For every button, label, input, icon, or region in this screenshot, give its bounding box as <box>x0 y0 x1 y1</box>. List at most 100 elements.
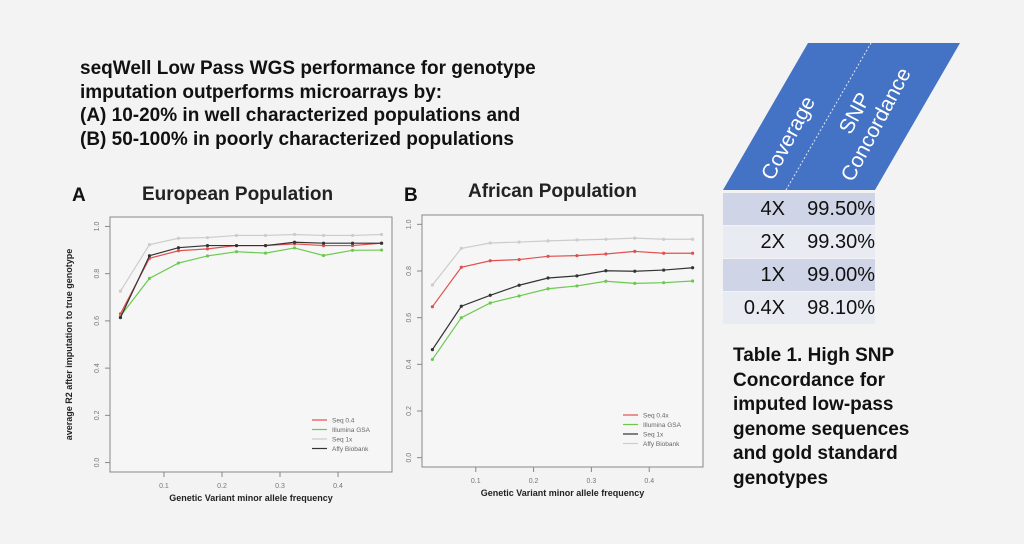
x-tick-label: 0.1 <box>471 478 481 485</box>
data-point <box>430 348 435 352</box>
data-point <box>546 287 550 291</box>
data-point <box>662 281 666 285</box>
coverage-cell: 2X <box>760 230 785 253</box>
data-point <box>321 243 326 248</box>
data-point <box>205 235 210 240</box>
data-point <box>379 248 384 252</box>
data-point <box>350 233 355 238</box>
data-point <box>575 274 579 278</box>
data-point <box>118 289 123 293</box>
legend-label: Seq 1x <box>332 437 353 444</box>
table-row: 2X 99.30% <box>723 226 875 258</box>
data-point <box>546 239 550 243</box>
data-point <box>234 250 239 254</box>
data-point <box>118 315 123 320</box>
data-point <box>292 240 297 244</box>
y-tick-label: 0.0 <box>406 453 413 463</box>
data-point <box>321 233 326 238</box>
data-point <box>379 241 384 245</box>
data-point <box>321 241 326 245</box>
data-point <box>459 246 463 250</box>
x-tick-label: 0.4 <box>644 478 654 485</box>
data-point <box>690 251 695 255</box>
table-row: 4X 99.50% <box>723 193 875 225</box>
data-point <box>604 279 608 283</box>
concordance-cell: 99.00% <box>807 263 875 286</box>
table-row: 0.4X 98.10% <box>723 292 875 324</box>
caption-line: imputed low-pass <box>733 394 894 415</box>
data-point <box>430 305 435 309</box>
y-tick-label: 0.8 <box>94 269 101 279</box>
table-header-bg <box>723 43 960 191</box>
series-line <box>119 233 382 292</box>
legend-label: Seq 1x <box>643 432 664 439</box>
y-tick-label: 0.6 <box>94 316 101 326</box>
data-point <box>517 257 521 262</box>
x-axis-label: Genetic Variant minor allele frequency <box>169 493 333 503</box>
table-caption: Table 1. High SNP Concordance for impute… <box>733 344 973 491</box>
data-point <box>517 240 521 244</box>
panel-letter-a: A <box>72 185 86 206</box>
x-tick-label: 0.1 <box>159 483 169 490</box>
concordance-cell: 99.30% <box>807 230 875 253</box>
y-tick-label: 0.2 <box>406 406 413 416</box>
data-point <box>517 294 521 298</box>
data-point <box>263 251 268 255</box>
data-point <box>633 269 637 273</box>
y-axis-label: average R2 after imputation to true geno… <box>64 249 74 441</box>
data-point <box>575 254 579 258</box>
data-point <box>575 238 579 242</box>
data-point <box>690 279 695 283</box>
data-point <box>604 252 608 256</box>
legend-label: Seq 0.4 <box>332 418 355 425</box>
data-point <box>205 254 210 258</box>
chart-b-title: African Population <box>468 181 637 202</box>
data-point <box>147 243 152 247</box>
data-point <box>690 237 695 241</box>
data-point <box>633 249 637 253</box>
x-tick-label: 0.2 <box>529 478 539 485</box>
data-point <box>430 357 435 362</box>
data-point <box>459 316 463 320</box>
legend-label: Affy Biobank <box>643 441 680 448</box>
data-point <box>292 232 297 237</box>
coverage-cell: 1X <box>760 263 785 286</box>
legend-label: Illumina GSA <box>332 427 371 434</box>
series-line <box>431 267 693 350</box>
caption-line: and gold standard <box>733 443 898 464</box>
series-line <box>431 237 693 286</box>
data-point <box>292 246 297 250</box>
y-tick-label: 0.4 <box>94 363 101 373</box>
caption-line: Table 1. High SNP <box>733 345 895 366</box>
chart-a-title: European Population <box>142 184 334 205</box>
data-point <box>633 236 637 240</box>
data-point <box>575 284 579 288</box>
headline-line: imputation outperforms microarrays by: <box>80 81 443 103</box>
data-point <box>321 253 326 258</box>
x-tick-label: 0.4 <box>333 483 343 490</box>
headline: seqWell Low Pass WGS performance for gen… <box>80 57 536 151</box>
data-point <box>517 283 521 287</box>
coverage-cell: 0.4X <box>743 296 785 319</box>
data-point <box>488 241 492 245</box>
y-tick-label: 0.0 <box>94 458 101 468</box>
x-tick-label: 0.3 <box>587 478 597 485</box>
concordance-cell: 99.50% <box>807 197 875 220</box>
data-point <box>546 276 550 280</box>
data-point <box>234 233 239 238</box>
legend-label: Affy Biobank <box>332 446 369 453</box>
data-point <box>488 259 492 263</box>
series-line <box>431 250 693 308</box>
data-point <box>379 232 384 237</box>
data-point <box>176 261 181 265</box>
concordance-cell: 98.10% <box>807 296 875 319</box>
legend-label: Seq 0.4x <box>643 413 669 420</box>
data-point <box>662 268 666 272</box>
data-point <box>350 243 355 248</box>
data-point <box>662 237 666 241</box>
headline-line: (B) 50-100% in poorly characterized popu… <box>80 128 514 150</box>
data-point <box>176 236 181 240</box>
data-point <box>459 265 463 269</box>
